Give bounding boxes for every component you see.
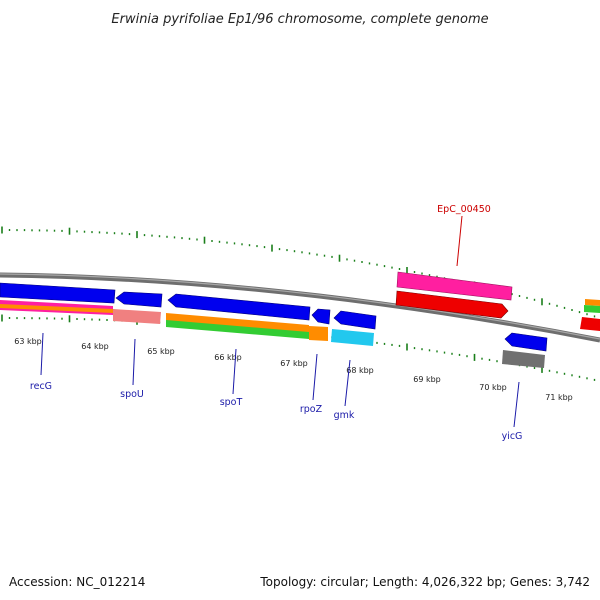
gene-labels: recG spoU spoT rpoZ gmk yicG EpC_00450 — [30, 204, 523, 442]
reverse-cds-feature — [395, 290, 509, 319]
gene-feature-yicG[interactable] — [504, 332, 548, 352]
gene-label-rpoZ[interactable]: rpoZ — [300, 404, 323, 415]
leader-line-yicG — [513, 381, 520, 428]
feature-band-green-right — [584, 305, 600, 313]
gene-label-spoT[interactable]: spoT — [220, 397, 243, 408]
kbp-label: 66 kbp — [214, 353, 242, 362]
kbp-label: 67 kbp — [280, 359, 308, 368]
feature-band-gray-yicG — [502, 350, 545, 368]
feature-band-salmon — [113, 309, 161, 324]
page-title: Erwinia pyrifoliae Ep1/96 chromosome, co… — [111, 12, 488, 27]
gene-feature-EpC_00450[interactable] — [396, 271, 513, 301]
kbp-label: 63 kbp — [14, 337, 42, 346]
feature-band-cyan-gmk — [331, 329, 374, 346]
gene-label-yicG[interactable]: yicG — [502, 431, 523, 442]
kbp-label: 64 kbp — [81, 342, 109, 351]
gene-features — [0, 271, 600, 368]
leader-line-rpoZ — [312, 353, 318, 401]
gene-label-leaders — [40, 215, 520, 428]
kbp-label: 68 kbp — [346, 366, 374, 375]
leader-line-EpC_00450 — [456, 215, 463, 267]
gene-label-gmk[interactable]: gmk — [334, 410, 355, 421]
gene-label-spoU[interactable]: spoU — [120, 389, 144, 400]
genome-backbone-highlight — [0, 273, 600, 340]
feature-band-green-spoT — [166, 320, 309, 339]
leader-line-spoU — [132, 338, 136, 386]
genome-backbone — [0, 272, 600, 343]
leader-line-gmk — [344, 359, 351, 407]
feature-band-orange-spoT — [166, 313, 309, 333]
gene-feature-spoU[interactable] — [115, 291, 163, 308]
feature-band-orange-left — [0, 304, 113, 313]
kbp-label: 70 kbp — [479, 383, 507, 392]
kbp-label: 71 kbp — [545, 393, 573, 402]
gene-label-EpC_00450[interactable]: EpC_00450 — [437, 204, 491, 215]
kbp-axis-labels: 63 kbp 64 kbp 65 kbp 66 kbp 67 kbp 68 kb… — [14, 337, 573, 402]
kbp-label: 65 kbp — [147, 347, 175, 356]
outer-tick-marks — [1, 226, 596, 318]
gene-feature-rpoZ[interactable] — [311, 308, 331, 325]
leader-line-spoT — [232, 348, 237, 395]
feature-band-orange-rpoZ — [309, 326, 328, 341]
gene-label-recG[interactable]: recG — [30, 381, 52, 392]
feature-band-orange-right — [585, 299, 600, 306]
accession-text: Accession: NC_012214 — [9, 575, 145, 589]
gene-feature-spoT[interactable] — [167, 293, 311, 321]
feature-band-red-right — [580, 317, 600, 331]
gene-feature-gmk[interactable] — [333, 310, 377, 330]
genome-summary-text: Topology: circular; Length: 4,026,322 bp… — [259, 575, 590, 589]
gene-feature-recG[interactable] — [0, 282, 116, 304]
leader-line-recG — [40, 332, 44, 376]
kbp-label: 69 kbp — [413, 375, 441, 384]
